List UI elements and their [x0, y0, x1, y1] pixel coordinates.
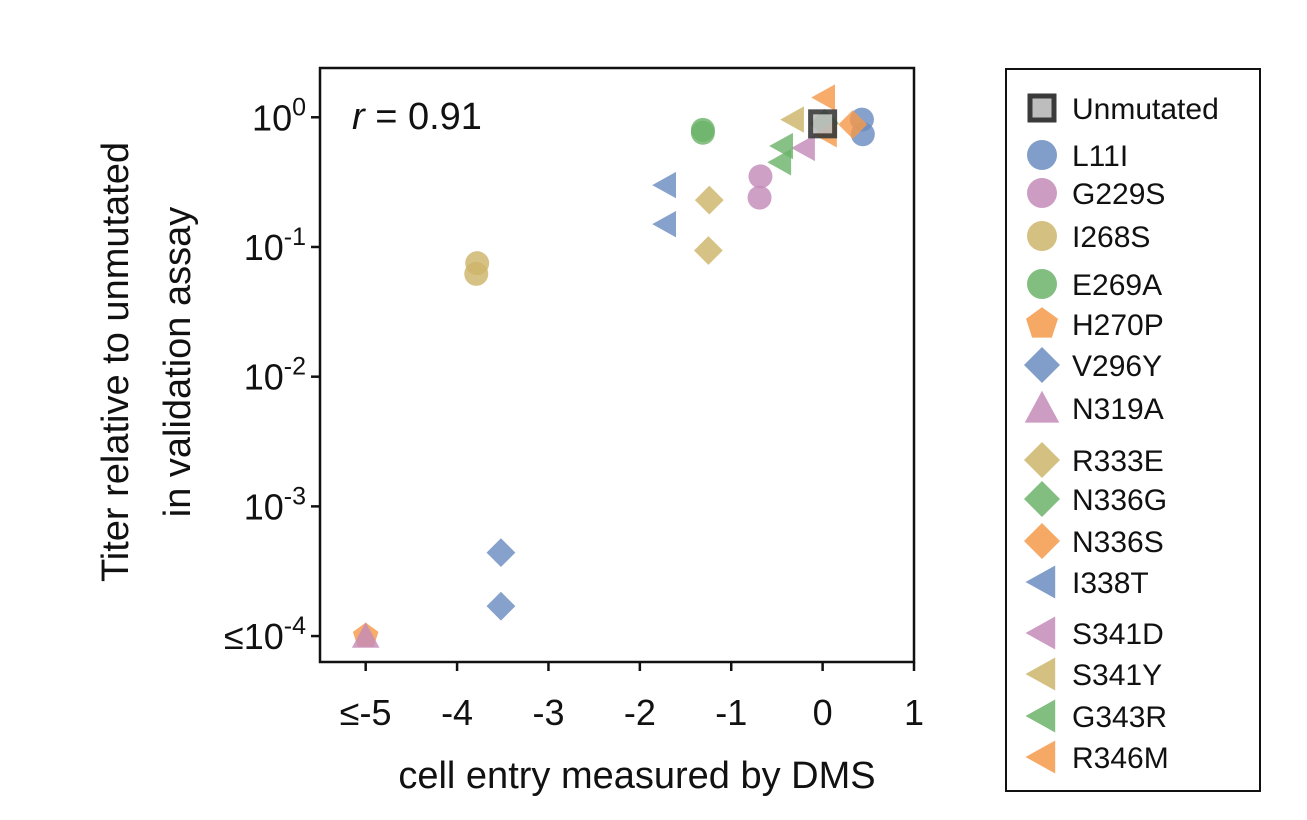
data-point-n336s [838, 110, 868, 139]
data-point-g229s [747, 185, 772, 210]
x-tick-label: 0 [813, 692, 833, 733]
data-point-g229s [748, 164, 773, 189]
x-tick-label: 1 [904, 692, 924, 733]
plot-frame [318, 66, 916, 664]
data-point-v296y [486, 538, 516, 568]
y-tick-label: 10-3 [244, 482, 306, 527]
legend-marker-i268s [1027, 221, 1057, 251]
data-point-r346m [811, 84, 836, 111]
legend-label-n336g: N336G [1072, 484, 1167, 517]
legend-label-e269a: E269A [1072, 269, 1162, 302]
legend-label-v296y: V296Y [1072, 350, 1162, 383]
legend-marker-s341d [1025, 616, 1056, 650]
legend-label-unmutated: Unmutated [1072, 93, 1219, 126]
legend-label-h270p: H270P [1072, 309, 1164, 342]
y-tick-label: 10-1 [244, 223, 306, 268]
data-point-n319a [351, 622, 380, 648]
legend-marker-n319a [1024, 390, 1060, 423]
legend-marker-l11i [1027, 140, 1057, 170]
x-tick-label: -1 [715, 692, 747, 733]
y-axis-title: Titer relative to unmutated in validation… [95, 142, 199, 582]
data-point-i338t [652, 171, 676, 199]
legend-marker-r333e [1024, 442, 1060, 478]
legend-marker-g229s [1027, 178, 1057, 208]
x-tick-label: ≤-5 [340, 692, 392, 733]
data-point-r333e [694, 185, 724, 215]
x-tick-label: -3 [532, 692, 564, 733]
data-point-i268s [464, 261, 489, 286]
legend-marker-unmutated [1027, 93, 1057, 123]
legend-marker-e269a [1027, 269, 1057, 299]
legend-label-r333e: R333E [1072, 445, 1164, 478]
x-axis-title: cell entry measured by DMS [398, 755, 875, 797]
legend-marker-r346m [1025, 740, 1056, 774]
legend-label-g229s: G229S [1072, 178, 1165, 211]
plot-area: ≤-5 -4 -3 -2 -1 0 1 100 10-1 10-2 10-3 ≤10-4 cell en… [95, 66, 924, 797]
data-point-v296y [486, 591, 516, 621]
data-point-s341d [791, 134, 815, 162]
y-tick-label: 10-2 [244, 353, 306, 398]
legend-label-i268s: I268S [1072, 221, 1150, 254]
legend-label-n336s: N336S [1072, 526, 1164, 559]
legend-label-l11i: L11I [1072, 140, 1128, 173]
legend-marker-g343r [1025, 699, 1056, 733]
legend-marker-n336g [1024, 481, 1060, 517]
legend-label-i338t: I338T [1072, 567, 1149, 600]
legend-label-n319a: N319A [1072, 393, 1164, 426]
legend-marker-h270p [1026, 307, 1058, 338]
data-point-g343r [767, 149, 792, 176]
legend-label-r346m: R346M [1072, 742, 1169, 775]
legend: Unmutated L11I G229S I268S E269A H270P V296Y N3… [1005, 68, 1261, 792]
legend-marker-i338t [1025, 565, 1056, 599]
legend-label-s341d: S341D [1072, 618, 1164, 651]
legend-label-s341y: S341Y [1072, 659, 1162, 692]
data-point-s341y [780, 106, 804, 133]
legend-marker-n336s [1024, 523, 1060, 559]
legend-marker-s341y [1025, 657, 1056, 691]
data-point-unmutated [808, 109, 838, 139]
x-tick-label: -2 [624, 692, 656, 733]
y-tick-label: 100 [252, 93, 306, 138]
data-point-e269a [690, 120, 715, 145]
x-tick-label: -4 [441, 692, 473, 733]
legend-marker-v296y [1024, 347, 1060, 383]
data-point-r333e [693, 236, 723, 265]
correlation-annotation: r = 0.91 [352, 96, 482, 138]
y-tick-label: ≤10-4 [224, 612, 306, 657]
legend-label-g343r: G343R [1072, 701, 1167, 734]
data-point-i338t [652, 210, 676, 238]
